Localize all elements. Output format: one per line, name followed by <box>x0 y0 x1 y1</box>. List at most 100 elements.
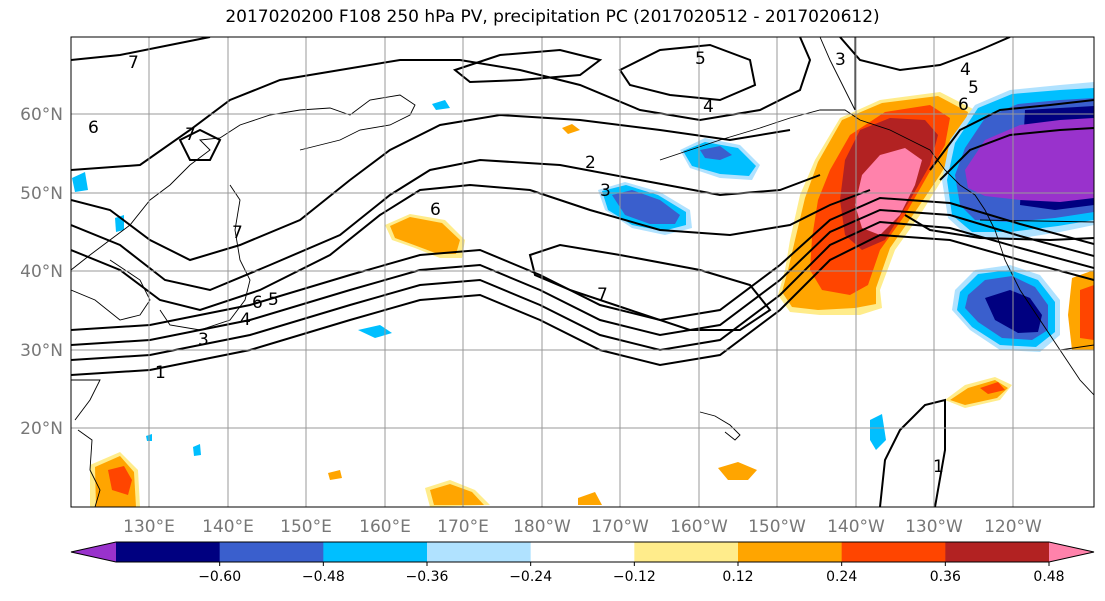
contour-label: 4 <box>240 310 251 330</box>
contour-label: 4 <box>960 60 971 80</box>
negative-region-northeast <box>942 82 1094 240</box>
colorbar-tick-label: −0.60 <box>198 569 241 585</box>
pv-contour-south <box>879 398 946 507</box>
colorbar-segment <box>634 542 739 562</box>
asia-coast <box>71 94 416 271</box>
us-mexico-border <box>1059 344 1094 351</box>
us-canada-border <box>979 219 1094 223</box>
contour-label: 7 <box>597 285 608 305</box>
negative-region-small-6 <box>193 444 201 456</box>
contour-label: 6 <box>88 118 99 138</box>
lon-label: 140°W <box>827 517 885 537</box>
contour-label: 6 <box>430 200 441 220</box>
pv-contour-3 <box>71 208 1094 346</box>
china-coast <box>71 379 101 421</box>
colorbar-extend-max <box>1049 542 1094 562</box>
lon-label: 170°W <box>591 517 649 537</box>
lon-label: 120°W <box>984 517 1042 537</box>
colorbar-segment <box>945 542 1050 562</box>
colorbar-segment <box>219 542 324 562</box>
colorbar-segment <box>427 542 532 562</box>
contour-labels: 7 6 7 5 4 2 3 6 7 7 1 3 4 5 6 3 4 5 6 1 <box>88 49 979 477</box>
negative-region-california <box>952 265 1060 352</box>
gridlines <box>71 37 1094 507</box>
positive-region-south-2 <box>578 492 602 505</box>
contour-label: 3 <box>198 330 209 350</box>
colorbar-extend-min <box>71 542 116 562</box>
contour-label: 5 <box>695 49 706 69</box>
lon-label: 150°E <box>280 517 332 537</box>
lon-label: 150°W <box>748 517 806 537</box>
pv-contour-closed-center <box>528 243 772 331</box>
pv-contour-east-2 <box>939 127 1094 181</box>
colorbar-segment <box>841 542 946 562</box>
contour-label: 2 <box>585 153 596 173</box>
hawaii-islands <box>699 411 741 441</box>
lat-label-30n: 30°N <box>20 341 63 361</box>
contour-label: 5 <box>968 78 979 98</box>
pv-contour-4 <box>71 196 1094 331</box>
colorbar-tick-label: 0.48 <box>1033 569 1064 585</box>
contour-label: 3 <box>600 181 611 201</box>
negative-region-small-3 <box>870 414 886 450</box>
lon-label: 180°W <box>513 517 571 537</box>
negative-region-small-1 <box>358 325 392 338</box>
alaska-coast <box>819 37 856 111</box>
contour-label: 3 <box>835 50 846 70</box>
pv-contour-1 <box>71 233 1094 376</box>
positive-region-east-edge-core <box>1080 285 1094 340</box>
pv-contour-9 <box>71 37 211 61</box>
contour-label: 1 <box>155 363 166 383</box>
contour-label: 7 <box>232 223 243 243</box>
pv-contour-northeast <box>839 37 1011 72</box>
contour-label: 1 <box>933 457 944 477</box>
colorbar-segment <box>738 542 843 562</box>
positive-region-small-north <box>562 124 580 134</box>
colorbar-tick-label: −0.12 <box>613 569 656 585</box>
negative-region-bering <box>680 138 760 180</box>
philippines-coast <box>77 429 101 507</box>
colorbar-segment <box>323 542 428 562</box>
chart-title: 2017020200 F108 250 hPa PV, precipitatio… <box>225 7 880 27</box>
japan-coast <box>159 184 251 331</box>
colorbar-segment <box>116 542 221 562</box>
colorbar-outline <box>70 541 1095 563</box>
lon-label: 160°W <box>670 517 728 537</box>
pv-contours <box>71 37 1094 507</box>
latitude-labels: 60°N 50°N 40°N 30°N 20°N <box>20 105 63 439</box>
contour-label: 4 <box>703 97 714 117</box>
positive-region-tiny <box>328 470 342 480</box>
colorbar: −0.60 −0.48 −0.36 −0.24 −0.12 0.12 0.24 0.36 0.4… <box>70 541 1095 585</box>
korea-coast <box>71 259 151 321</box>
negative-region-aleutian <box>598 182 692 235</box>
colorbar-tick-label: −0.48 <box>302 569 345 585</box>
pv-contour-east-3 <box>904 214 1094 242</box>
lat-label-40n: 40°N <box>20 262 63 282</box>
contour-label: 7 <box>128 53 139 73</box>
longitude-labels: 130°E 140°E 150°E 160°E 170°E 180°W 170°… <box>123 517 1042 537</box>
pv-contour-closed-north-2 <box>452 48 603 84</box>
contour-label: 7 <box>185 125 196 145</box>
positive-region-hawaii-south <box>718 462 757 480</box>
colorbar-tick-label: −0.24 <box>509 569 552 585</box>
lon-label: 140°E <box>202 517 254 537</box>
contour-label: 5 <box>268 290 279 310</box>
pv-contour-east-1 <box>929 99 1094 171</box>
pv-contour-small-nw <box>178 128 222 161</box>
lat-label-20n: 20°N <box>20 419 63 439</box>
pv-contour-2 <box>71 220 1094 361</box>
pv-contour-7 <box>71 113 791 262</box>
lon-label: 160°E <box>359 517 411 537</box>
pv-contour-closed-north <box>618 43 757 102</box>
colorbar-tick-label: −0.36 <box>406 569 449 585</box>
colorbar-tick-label: 0.12 <box>722 569 753 585</box>
lat-label-60n: 60°N <box>20 105 63 125</box>
map-frame <box>70 36 1095 508</box>
pv-contour-5 <box>71 183 871 312</box>
lon-label: 130°E <box>123 517 175 537</box>
contour-label: 6 <box>958 95 969 115</box>
contour-label: 6 <box>252 293 263 313</box>
colorbar-segment <box>530 542 635 562</box>
colorbar-tick-label: 0.36 <box>930 569 961 585</box>
